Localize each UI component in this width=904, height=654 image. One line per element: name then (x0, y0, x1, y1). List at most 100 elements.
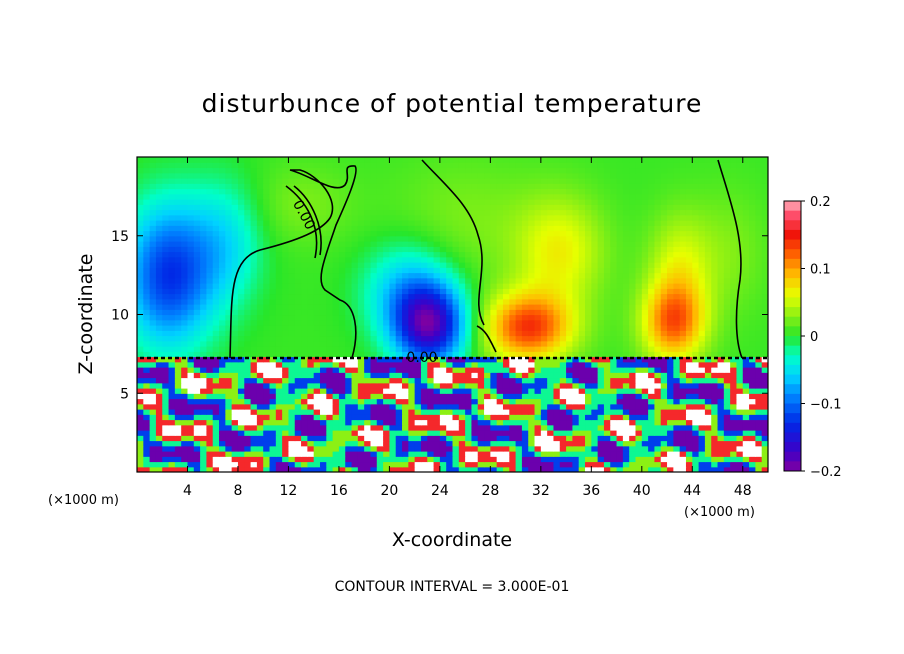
heatmap-cell (307, 424, 315, 431)
heatmap-cell (256, 440, 264, 447)
heatmap-cell (603, 377, 611, 384)
heatmap-cell (345, 356, 353, 363)
heatmap-cell (635, 288, 643, 295)
heatmap-cell (395, 235, 403, 242)
heatmap-cell (521, 372, 529, 379)
heatmap-cell (654, 456, 662, 463)
heatmap-cell (559, 451, 567, 457)
heatmap-cell (408, 314, 416, 321)
heatmap-cell (332, 388, 340, 394)
heatmap-cell (231, 435, 239, 442)
heatmap-cell (521, 461, 529, 468)
heatmap-cell (629, 230, 637, 237)
heatmap-cell (357, 403, 365, 410)
heatmap-cell (685, 398, 693, 405)
heatmap-cell (288, 330, 296, 337)
heatmap-cell (471, 435, 479, 442)
heatmap-cell (673, 419, 681, 426)
heatmap-cell (635, 377, 643, 384)
heatmap-cell (155, 309, 163, 316)
heatmap-cell (439, 319, 447, 326)
heatmap-cell (225, 235, 233, 242)
heatmap-cell (212, 382, 220, 389)
heatmap-cell (465, 288, 473, 295)
heatmap-cell (616, 225, 624, 232)
heatmap-cell (433, 293, 441, 300)
heatmap-cell (559, 335, 567, 342)
heatmap-cell (389, 372, 397, 379)
heatmap-cell (742, 372, 750, 379)
heatmap-cell (597, 346, 605, 352)
heatmap-cell (155, 314, 163, 321)
heatmap-cell (597, 424, 605, 431)
heatmap-cell (553, 262, 561, 268)
heatmap-cell (521, 251, 529, 258)
heatmap-cell (420, 277, 428, 284)
heatmap-cell (616, 330, 624, 337)
heatmap-cell (603, 356, 611, 363)
heatmap-cell (301, 440, 308, 447)
heatmap-cell (496, 256, 504, 263)
heatmap-cell (225, 304, 233, 310)
heatmap-cell (313, 372, 321, 379)
heatmap-cell (566, 235, 573, 242)
heatmap-cell (755, 304, 763, 310)
heatmap-cell (225, 430, 233, 436)
heatmap-cell (622, 356, 630, 363)
heatmap-cell (553, 445, 561, 452)
heatmap-cell (155, 361, 163, 368)
heatmap-cell (660, 325, 668, 331)
heatmap-cell (237, 293, 245, 300)
heatmap-cell (181, 309, 189, 316)
heatmap-cell (749, 267, 756, 274)
heatmap-cell (648, 262, 656, 268)
heatmap-cell (282, 372, 290, 379)
heatmap-cell (534, 256, 542, 263)
heatmap-cell (458, 419, 466, 426)
heatmap-cell (610, 372, 618, 379)
heatmap-cell (477, 256, 485, 263)
heatmap-cell (742, 235, 750, 242)
heatmap-cell (294, 430, 302, 436)
heatmap-cell (585, 283, 592, 289)
heatmap-cell (509, 361, 517, 368)
heatmap-cell (427, 409, 435, 415)
heatmap-cell (578, 367, 586, 373)
heatmap-cell (383, 235, 390, 242)
heatmap-cell (496, 445, 504, 452)
heatmap-cell (528, 251, 536, 258)
heatmap-cell (275, 293, 283, 300)
heatmap-cell (231, 325, 239, 331)
heatmap-cell (187, 314, 195, 321)
heatmap-cell (711, 430, 719, 436)
heatmap-cell (742, 267, 750, 274)
heatmap-cell (641, 414, 649, 421)
heatmap-cell (225, 251, 233, 258)
heatmap-cell (326, 246, 334, 253)
heatmap-cell (420, 283, 428, 289)
heatmap-cell (660, 414, 668, 421)
heatmap-cell (383, 398, 390, 405)
heatmap-cell (137, 414, 144, 421)
heatmap-cell (155, 414, 163, 421)
heatmap-cell (452, 272, 460, 279)
heatmap-cell (187, 382, 195, 389)
heatmap-cell (616, 277, 624, 284)
heatmap-cell (490, 398, 498, 405)
heatmap-cell (540, 466, 548, 472)
heatmap-cell (143, 230, 151, 237)
heatmap-cell (200, 214, 208, 221)
heatmap-cell (723, 209, 731, 216)
heatmap-cell (212, 246, 220, 253)
heatmap-cell (761, 424, 768, 431)
heatmap-cell (635, 293, 643, 300)
heatmap-cell (206, 262, 214, 268)
heatmap-cell (679, 377, 687, 384)
heatmap-cell (269, 209, 277, 216)
heatmap-cell (547, 335, 555, 342)
heatmap-cell (275, 424, 283, 431)
heatmap-cell (383, 335, 390, 342)
heatmap-cell (427, 262, 435, 268)
heatmap-cell (692, 367, 700, 373)
heatmap-cell (648, 235, 656, 242)
